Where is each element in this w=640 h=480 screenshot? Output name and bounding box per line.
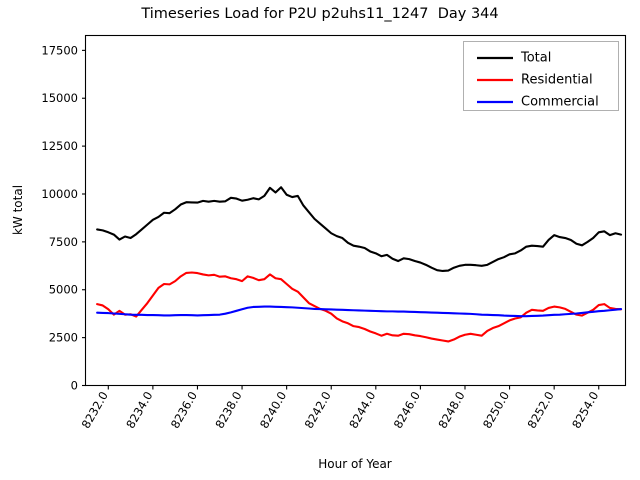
x-tick-label: 8240.0 (257, 389, 289, 431)
x-tick-label: 8242.0 (302, 389, 334, 431)
legend-label-total: Total (520, 51, 551, 66)
series-line-total (96, 186, 623, 273)
y-tick-label: 12500 (41, 139, 78, 153)
x-tick-label: 8236.0 (168, 389, 200, 431)
x-tick-label: 8244.0 (346, 389, 378, 431)
legend-label-residential: Residential (521, 73, 593, 88)
legend-label-commercial: Commercial (521, 95, 599, 110)
x-tick-label: 8232.0 (79, 389, 111, 431)
y-tick-label: 15000 (41, 91, 78, 105)
plot-frame (84, 34, 627, 387)
x-tick-label: 8238.0 (212, 389, 244, 431)
y-tick-label: 17500 (41, 43, 78, 57)
x-axis-ticks: 8232.0 8234.0 8236.0 8238.0 8240.0 8242.0 8244… (79, 385, 601, 431)
chart-title: Timeseries Load for P2U p2uhs11_1247 Day… (141, 6, 499, 22)
legend-background (463, 41, 619, 111)
series-line-residential (96, 271, 623, 343)
x-tick-label: 8250.0 (480, 389, 512, 431)
x-axis-label: Hour of Year (318, 457, 392, 471)
x-tick-label: 8254.0 (569, 389, 601, 431)
y-tick-label: 7500 (49, 235, 78, 249)
x-tick-label: 8246.0 (391, 389, 423, 431)
x-tick-label: 8234.0 (123, 389, 155, 431)
y-axis-label: kW total (11, 185, 25, 235)
y-tick-label: 0 (71, 379, 78, 393)
series-line-commercial (96, 305, 623, 318)
y-tick-label: 10000 (41, 187, 78, 201)
chart-legend: Total Residential Commercial (463, 41, 619, 111)
y-tick-label: 5000 (49, 283, 78, 297)
x-tick-label: 8252.0 (525, 389, 557, 431)
data-series-group (96, 186, 623, 343)
x-tick-label: 8248.0 (435, 389, 467, 431)
y-tick-label: 2500 (49, 331, 78, 345)
y-axis-ticks: 0 2500 5000 7500 10000 12500 15000 17500 (41, 43, 86, 393)
